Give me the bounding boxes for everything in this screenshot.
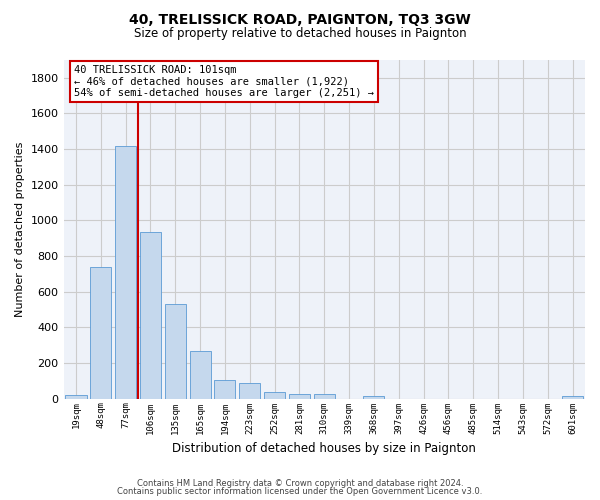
- Bar: [239, 382, 260, 398]
- Bar: [140, 232, 161, 398]
- Text: Contains public sector information licensed under the Open Government Licence v3: Contains public sector information licen…: [118, 487, 482, 496]
- Bar: [65, 395, 86, 398]
- Bar: [165, 304, 186, 398]
- Bar: [190, 352, 211, 399]
- Bar: [562, 396, 583, 398]
- Text: 40, TRELISSICK ROAD, PAIGNTON, TQ3 3GW: 40, TRELISSICK ROAD, PAIGNTON, TQ3 3GW: [129, 12, 471, 26]
- X-axis label: Distribution of detached houses by size in Paignton: Distribution of detached houses by size …: [172, 442, 476, 455]
- Bar: [314, 394, 335, 398]
- Bar: [115, 146, 136, 398]
- Text: 40 TRELISSICK ROAD: 101sqm
← 46% of detached houses are smaller (1,922)
54% of s: 40 TRELISSICK ROAD: 101sqm ← 46% of deta…: [74, 65, 374, 98]
- Text: Size of property relative to detached houses in Paignton: Size of property relative to detached ho…: [134, 28, 466, 40]
- Bar: [264, 392, 285, 398]
- Y-axis label: Number of detached properties: Number of detached properties: [15, 142, 25, 317]
- Bar: [214, 380, 235, 398]
- Bar: [90, 266, 112, 398]
- Bar: [289, 394, 310, 398]
- Bar: [364, 396, 385, 398]
- Text: Contains HM Land Registry data © Crown copyright and database right 2024.: Contains HM Land Registry data © Crown c…: [137, 478, 463, 488]
